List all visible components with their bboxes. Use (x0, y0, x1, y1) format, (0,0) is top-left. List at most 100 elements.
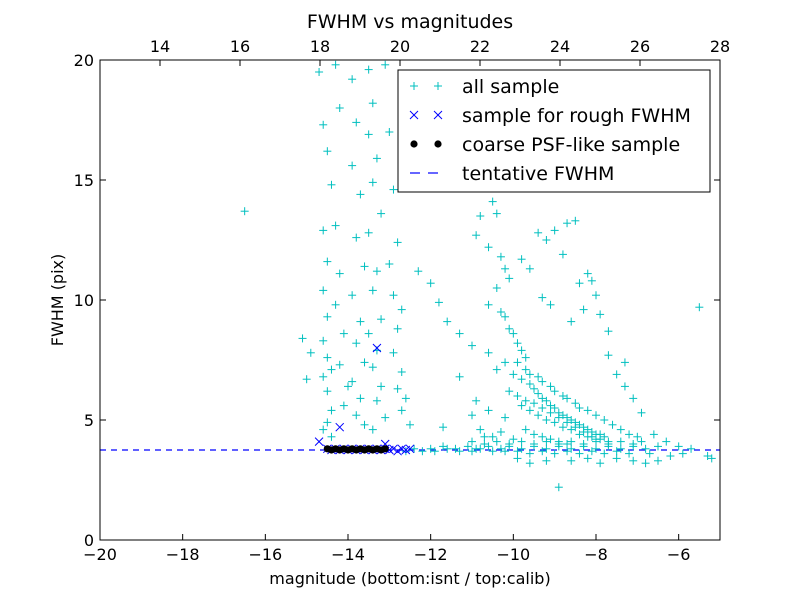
point-all-sample (327, 365, 336, 374)
point-all-sample (468, 437, 476, 446)
point-all-sample (496, 428, 505, 436)
point-all-sample (339, 401, 348, 410)
point-all-sample (575, 404, 584, 412)
point-all-sample (418, 447, 427, 456)
point-all-sample (463, 442, 472, 451)
y-tick-label: 20 (74, 51, 94, 70)
point-all-sample (521, 365, 530, 374)
point-all-sample (509, 435, 518, 444)
top-tick-label: 24 (550, 37, 570, 56)
chart-title: FWHM vs magnitudes (307, 11, 513, 33)
point-all-sample (455, 372, 464, 381)
top-tick-label: 16 (230, 37, 250, 56)
point-all-sample (468, 341, 476, 350)
point-sample-for-rough-fwhm (405, 444, 415, 454)
point-all-sample (583, 269, 592, 278)
point-all-sample (583, 425, 592, 434)
point-all-sample (625, 449, 634, 458)
legend: all sample sample for rough FWHM coarse PS… (397, 69, 711, 193)
point-all-sample (364, 130, 373, 139)
point-all-sample (525, 370, 534, 379)
point-all-sample (579, 428, 588, 436)
point-all-sample (616, 437, 625, 446)
point-all-sample (567, 416, 576, 424)
point-all-sample (542, 456, 551, 465)
point-all-sample (546, 300, 555, 309)
point-all-sample (550, 226, 559, 235)
point-all-sample (335, 360, 344, 369)
point-all-sample (492, 209, 501, 218)
point-all-sample (596, 435, 605, 444)
point-all-sample (517, 255, 526, 264)
x-tick-label: −10 (496, 545, 530, 564)
point-all-sample (319, 425, 328, 434)
point-all-sample (356, 394, 365, 403)
point-all-sample (596, 310, 605, 319)
point-all-sample (600, 449, 609, 458)
point-all-sample (368, 363, 377, 372)
point-all-sample (496, 308, 505, 316)
point-all-sample (513, 358, 522, 367)
point-all-sample (575, 449, 584, 458)
point-all-sample (377, 209, 386, 218)
point-all-sample (521, 425, 530, 434)
point-all-sample (393, 238, 402, 247)
point-all-sample (662, 437, 671, 446)
point-all-sample (567, 437, 576, 446)
point-all-sample (538, 404, 547, 412)
point-all-sample (575, 420, 584, 429)
point-all-sample (488, 447, 497, 456)
point-all-sample (538, 293, 547, 302)
point-all-sample (319, 372, 328, 381)
point-all-sample (323, 418, 332, 427)
point-all-sample (604, 327, 613, 336)
point-all-sample (538, 447, 547, 456)
point-all-sample (414, 267, 423, 276)
point-all-sample (571, 423, 580, 432)
point-all-sample (567, 317, 576, 326)
point-all-sample (587, 276, 596, 285)
point-all-sample (505, 440, 514, 448)
point-all-sample (571, 216, 580, 225)
point-all-sample (319, 336, 328, 345)
point-all-sample (401, 394, 410, 403)
point-all-sample (571, 399, 580, 408)
point-all-sample (604, 351, 613, 360)
point-all-sample (525, 449, 534, 458)
point-all-sample (306, 348, 315, 357)
point-all-sample (546, 408, 555, 417)
point-all-sample (530, 430, 538, 439)
point-all-sample (319, 120, 328, 129)
top-tick-label: 28 (710, 37, 730, 56)
point-all-sample (468, 411, 476, 420)
point-all-sample (707, 454, 716, 463)
legend-label-tentative-fwhm: tentative FWHM (462, 163, 614, 185)
point-all-sample (534, 228, 543, 237)
point-all-sample (240, 207, 249, 216)
point-all-sample (381, 413, 390, 422)
point-all-sample (575, 430, 584, 439)
point-all-sample (608, 420, 617, 429)
point-all-sample (600, 432, 609, 441)
point-all-sample (641, 459, 650, 468)
point-all-sample (360, 420, 369, 429)
point-all-sample (583, 454, 592, 463)
legend-label-coarse-psf-like-sample: coarse PSF-like sample (462, 134, 680, 156)
point-all-sample (558, 423, 567, 432)
point-all-sample (430, 447, 439, 456)
point-all-sample (501, 358, 510, 367)
point-all-sample (372, 267, 381, 276)
y-axis-label: FWHM (pix) (48, 254, 67, 347)
legend-label-all-sample: all sample (462, 76, 559, 98)
point-all-sample (501, 312, 510, 321)
point-all-sample (546, 382, 555, 391)
point-all-sample (550, 387, 559, 396)
point-all-sample (426, 444, 435, 453)
point-all-sample (592, 411, 600, 420)
point-all-sample (368, 178, 377, 187)
point-all-sample (480, 432, 489, 441)
point-all-sample (385, 260, 394, 268)
point-all-sample (319, 226, 328, 235)
point-all-sample (521, 396, 530, 405)
